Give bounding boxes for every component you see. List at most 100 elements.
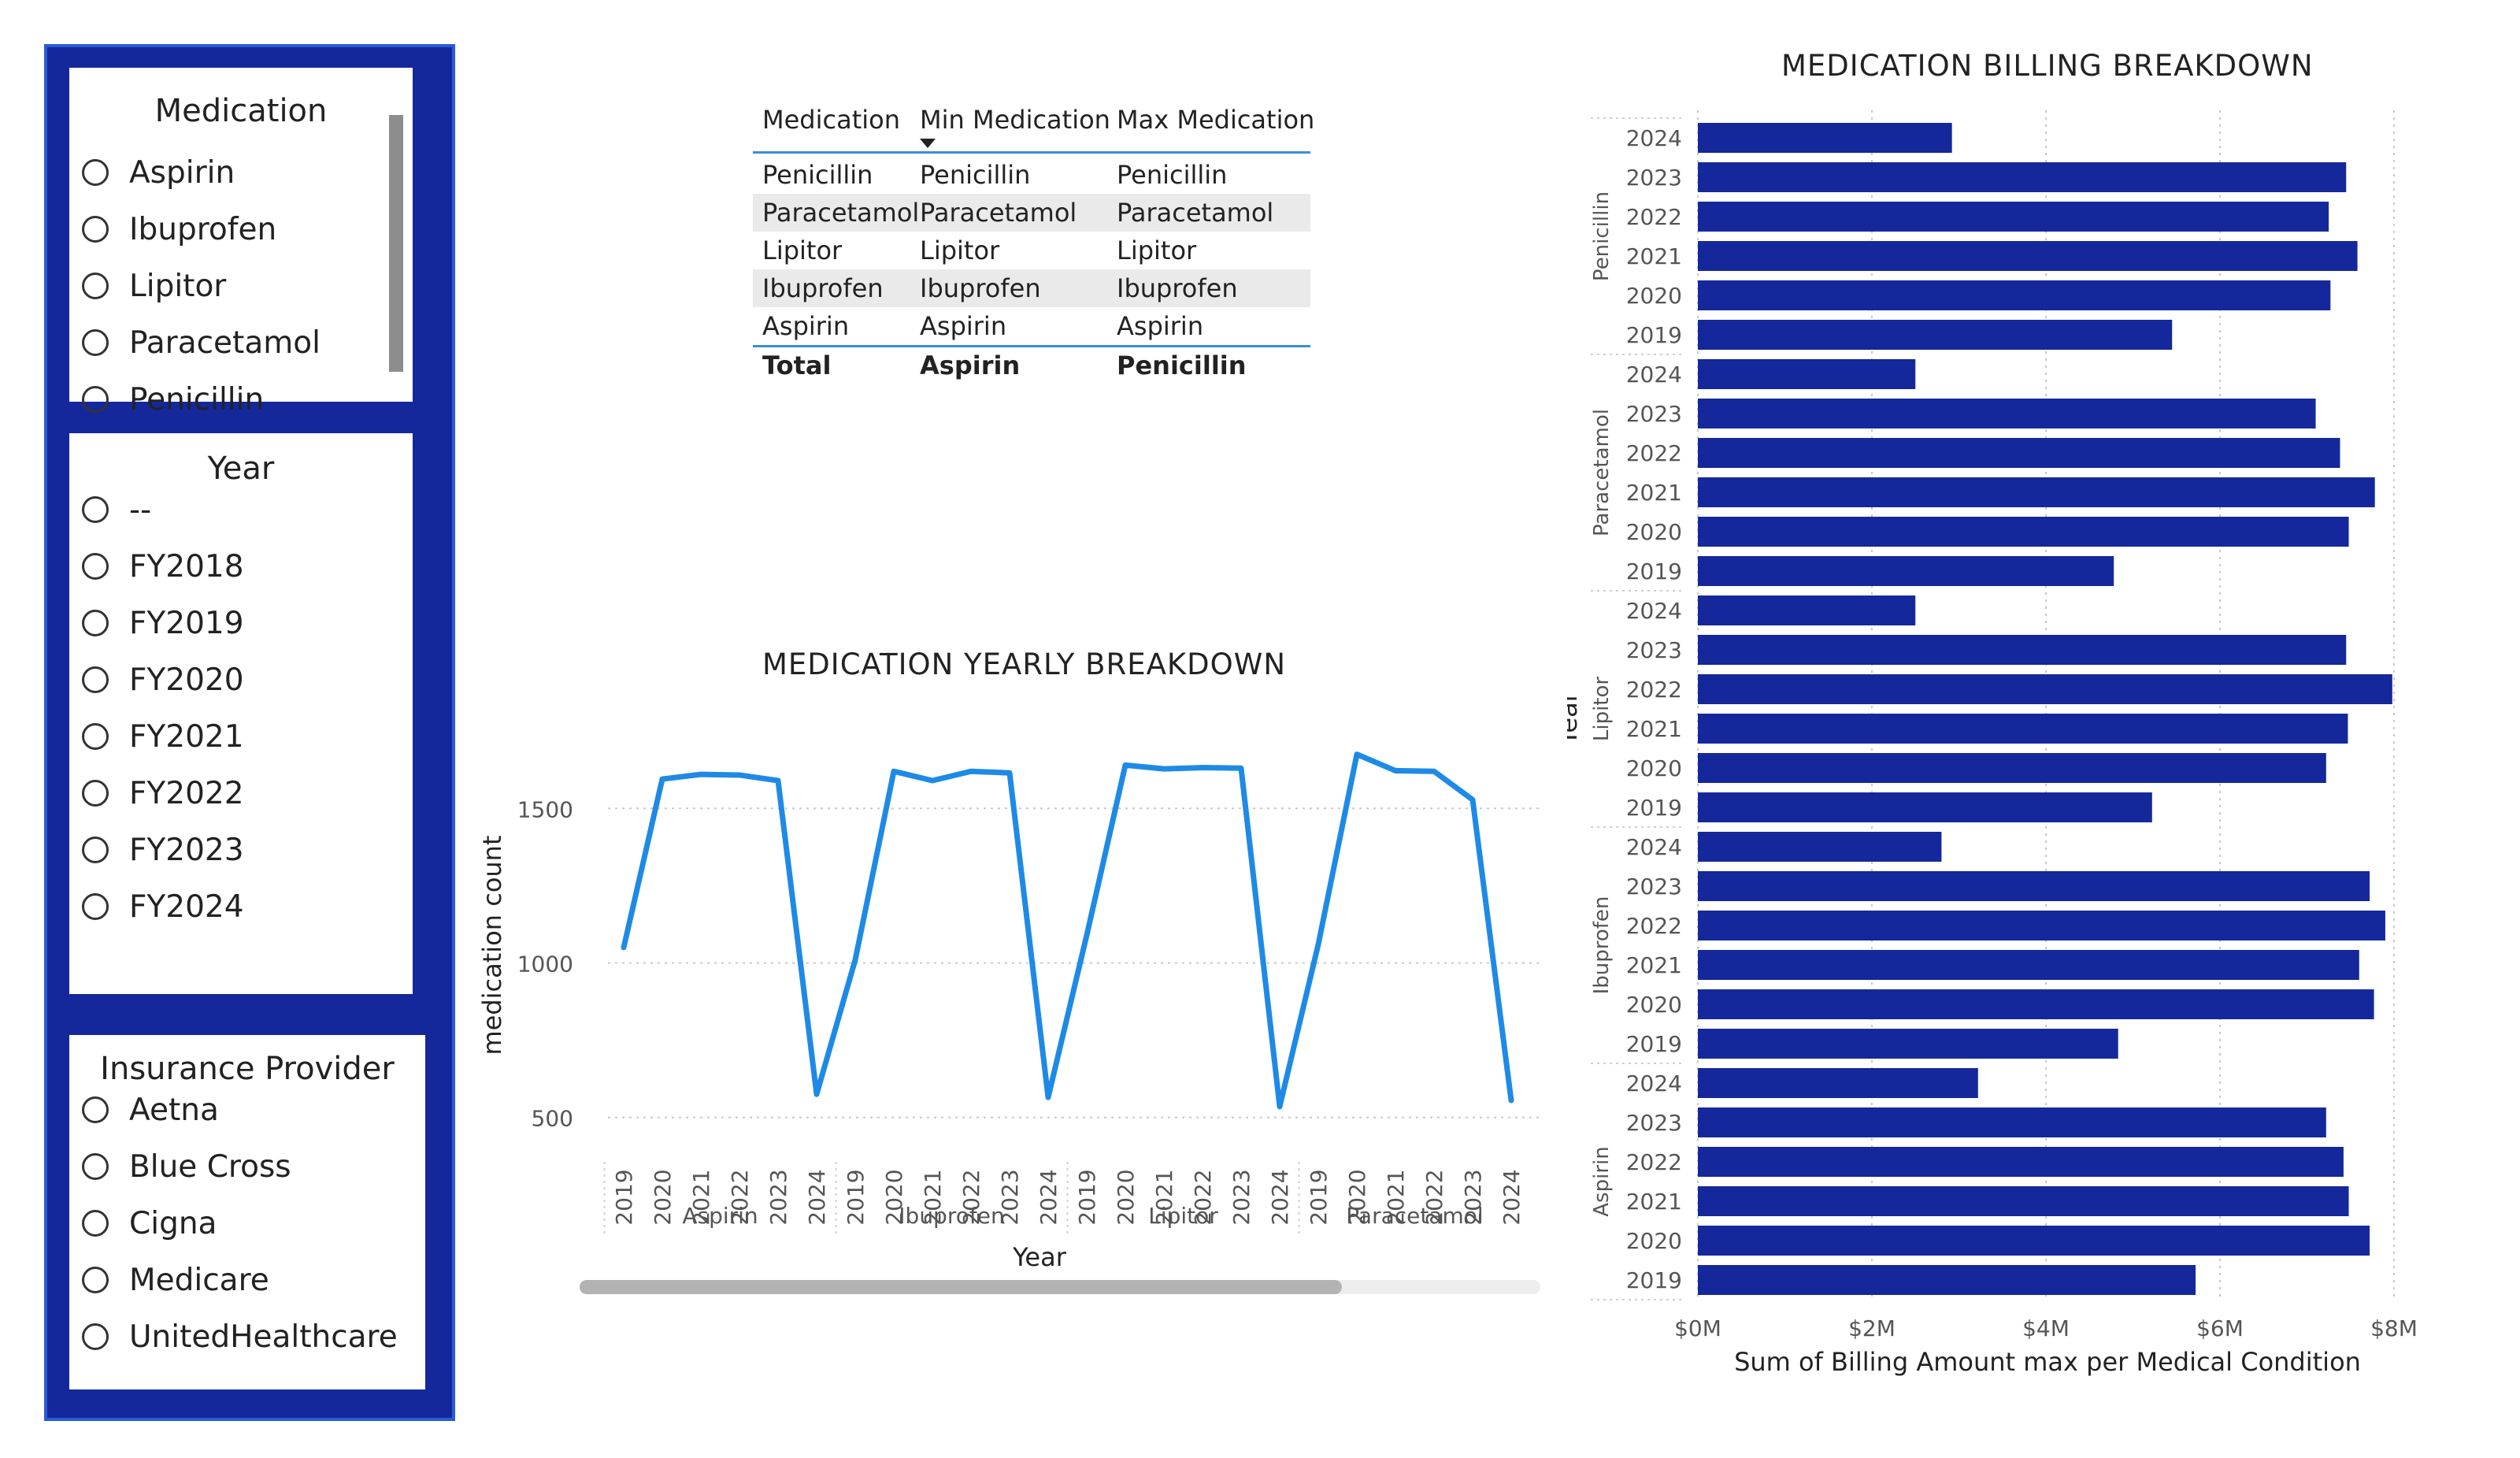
header-divider [753,151,1310,154]
y-group-label: Paracetamol [1590,409,1614,536]
column-header-medication[interactable]: Medication [762,105,900,135]
insurance-option-cigna[interactable]: Cigna [82,1204,217,1243]
bar [1698,1029,2118,1059]
y-tick-label: 1000 [517,951,573,977]
table-row[interactable]: Aspirin Aspirin Aspirin [753,307,1310,345]
y-tick-label: 2021 [1626,716,1682,742]
table-cell: Penicillin [1117,160,1228,190]
year-option-fy2018[interactable]: FY2018 [82,547,244,586]
x-tick-label: $6M [2196,1315,2244,1341]
bar [1698,359,1916,389]
radio-icon[interactable] [82,159,109,186]
radio-icon[interactable] [82,329,109,356]
y-tick-label: 2023 [1626,637,1682,663]
bar [1698,832,1942,862]
radio-icon[interactable] [82,1096,109,1123]
bar [1698,753,2326,783]
y-tick-label: 2023 [1626,165,1682,191]
x-tick-label: 2023 [765,1169,791,1225]
insurance-option-blue-cross[interactable]: Blue Cross [82,1147,291,1186]
year-option-blank[interactable]: -- [82,490,151,529]
x-tick-label: 2024 [1499,1169,1525,1225]
table-cell: Paracetamol [1117,198,1274,228]
medication-option-penicillin[interactable]: Penicillin [82,380,264,419]
horizontal-scrollbar-thumb[interactable] [580,1280,1342,1294]
radio-icon[interactable] [82,666,109,693]
year-option-fy2024[interactable]: FY2024 [82,887,244,926]
insurance-option-unitedhealthcare[interactable]: UnitedHealthcare [82,1317,398,1356]
radio-icon[interactable] [82,1323,109,1350]
bar [1698,241,2358,271]
table-total-row: Total Aspirin Penicillin [753,347,1310,384]
x-group-label: Aspirin [682,1203,758,1229]
insurance-option-medicare[interactable]: Medicare [82,1260,269,1300]
y-tick-label: 2020 [1626,992,1682,1018]
medication-option-paracetamol[interactable]: Paracetamol [82,323,321,362]
radio-icon[interactable] [82,610,109,636]
medication-billing-bar-chart: $0M $2M $4M $6M $8M 2024 2023 2022 2021 2020 2019 P… [1567,110,2418,1377]
medication-option-lipitor[interactable]: Lipitor [82,266,226,306]
radio-icon[interactable] [82,553,109,580]
radio-icon[interactable] [82,273,109,299]
bar [1698,871,2370,901]
sort-desc-icon[interactable] [918,137,937,150]
insurance-option-aetna[interactable]: Aetna [82,1090,219,1130]
medication-slicer: Medication Aspirin Ibuprofen Lipitor Par… [69,68,413,417]
radio-icon[interactable] [82,1153,109,1180]
radio-icon[interactable] [82,723,109,750]
table-row[interactable]: Penicillin Penicillin Penicillin [753,156,1310,194]
y-tick-label: 2023 [1626,874,1682,900]
column-header-min-medication[interactable]: Min Medication [920,105,1110,135]
medication-slicer-title: Medication [154,93,328,129]
year-option-fy2019[interactable]: FY2019 [82,603,244,643]
y-tick-label: 2024 [1626,1070,1682,1096]
y-tick-label: 2024 [1626,598,1682,624]
year-option-fy2021[interactable]: FY2021 [82,717,244,756]
medication-option-aspirin[interactable]: Aspirin [82,153,235,192]
bar [1698,950,2359,980]
y-group-label: Ibuprofen [1590,896,1614,995]
x-tick-label: $8M [2370,1315,2418,1341]
table-row[interactable]: Lipitor Lipitor Lipitor [753,232,1310,269]
table-cell: Aspirin [762,311,850,341]
bar [1698,1226,2370,1256]
x-tick-label: 2022 [958,1169,984,1225]
radio-icon[interactable] [82,1210,109,1237]
table-cell: Lipitor [762,236,843,265]
bar [1698,674,2392,704]
bar [1698,517,2349,547]
x-tick-label: 2023 [1460,1169,1486,1225]
x-tick-label: 2019 [1306,1169,1332,1225]
y-tick-label: 2020 [1626,755,1682,781]
year-option-fy2022[interactable]: FY2022 [82,774,244,813]
x-tick-label: 2022 [1190,1169,1216,1225]
bar [1698,320,2173,350]
y-tick-label: 2019 [1626,1267,1682,1293]
radio-icon[interactable] [82,386,109,413]
x-axis-title: Sum of Billing Amount max per Medical Co… [1734,1347,2361,1377]
table-row[interactable]: Ibuprofen Ibuprofen Ibuprofen [753,269,1310,307]
table-row[interactable]: Paracetamol Paracetamol Paracetamol [753,194,1310,232]
radio-icon[interactable] [82,893,109,920]
x-tick-label: 2021 [920,1169,946,1225]
medication-option-ibuprofen[interactable]: Ibuprofen [82,210,276,249]
year-slicer-title: Year [207,451,275,487]
y-tick-label: 500 [532,1106,573,1132]
medication-scrollbar[interactable] [389,115,403,372]
radio-icon[interactable] [82,496,109,523]
column-header-max-medication[interactable]: Max Medication [1117,105,1315,135]
table-cell: Paracetamol [762,198,920,228]
year-option-fy2023[interactable]: FY2023 [82,830,244,870]
filter-panel: Medication Aspirin Ibuprofen Lipitor Par… [44,44,455,1421]
bar [1698,635,2347,665]
radio-icon[interactable] [82,780,109,807]
radio-icon[interactable] [82,837,109,863]
y-tick-label: 2019 [1626,558,1682,584]
year-option-fy2020[interactable]: FY2020 [82,660,244,699]
radio-icon[interactable] [82,1267,109,1293]
x-tick-label: 2020 [1113,1169,1139,1225]
radio-icon[interactable] [82,216,109,243]
y-tick-label: 2021 [1626,1189,1682,1215]
y-axis-title: Year [1567,691,1583,746]
y-axis-title: medication count [477,835,507,1055]
